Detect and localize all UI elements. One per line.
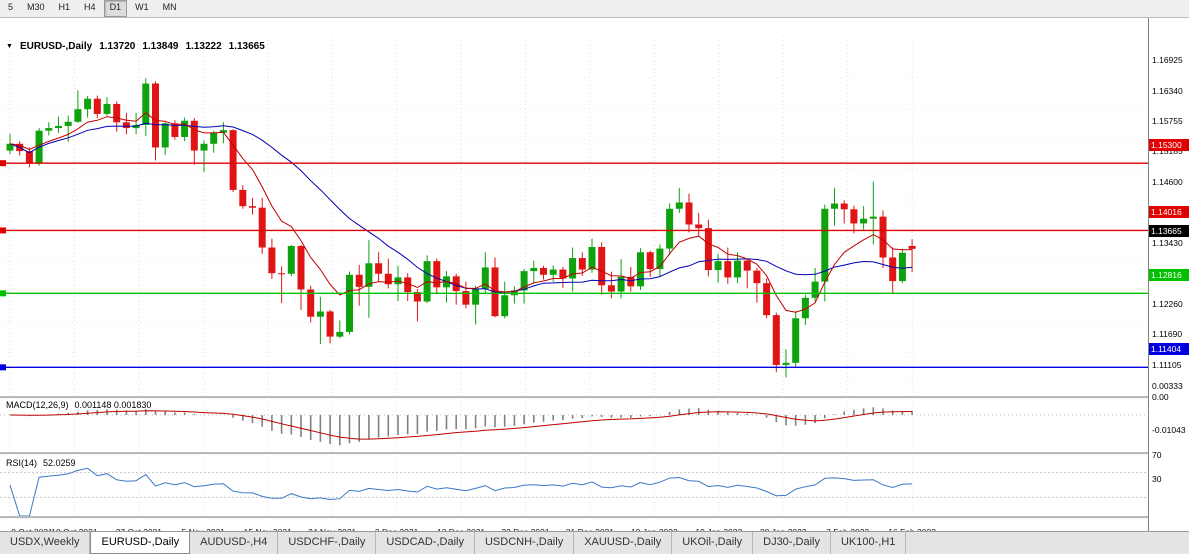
chart-plot-region: ▼ EURUSD-,Daily 1.13720 1.13849 1.13222 …: [0, 18, 1148, 549]
ma-fast-red: [9, 112, 913, 313]
tab-dj30-daily[interactable]: DJ30-,Daily: [753, 532, 831, 554]
ma-slow-blue: [9, 122, 913, 293]
price-axis-tick: 1.15185: [1152, 146, 1183, 157]
macd-axis-tick: 0.00333: [1152, 381, 1183, 392]
current-price-marker: 1.13665: [1149, 224, 1189, 237]
price-marker-1.11404: 1.11404: [1149, 343, 1189, 356]
chart-dropdown-icon[interactable]: ▼: [6, 42, 13, 50]
chart-tab-bar: USDX,Weekly EURUSD-,Daily AUDUSD-,H4 USDCHF…: [0, 531, 1189, 554]
price-marker-1.14016: 1.14016: [1149, 206, 1189, 219]
macd-panel-splitter[interactable]: [0, 396, 1148, 399]
price-axis-tick: 1.12260: [1152, 299, 1183, 310]
grid-horizontal: [0, 77, 1148, 384]
ohlc-close: 1.13665: [228, 41, 265, 52]
ohlc-low: 1.13222: [185, 41, 222, 52]
tab-usdcnh-daily[interactable]: USDCNH-,Daily: [475, 532, 575, 554]
hline-left-marker: [0, 290, 6, 297]
macd-panel-canvas[interactable]: [0, 398, 1148, 452]
rsi-axis-tick: 70: [1152, 449, 1162, 460]
timeframe-toolbar: 5 M30 H1 H4 D1 W1 MN: [0, 0, 1189, 18]
macd-name: MACD(12,26,9): [6, 400, 69, 410]
timeframe-button-h1[interactable]: H1: [58, 2, 71, 12]
macd-axis-tick: -0.01043: [1152, 425, 1186, 435]
timeframe-button-5[interactable]: 5: [8, 2, 14, 12]
rsi-name: RSI(14): [6, 458, 38, 468]
rsi-grid: [9, 454, 913, 516]
chart-header: ▼ EURUSD-,Daily 1.13720 1.13849 1.13222 …: [6, 41, 265, 52]
timeframe-button-mn[interactable]: MN: [162, 2, 177, 12]
hline-left-marker: [0, 364, 6, 371]
price-axis[interactable]: 1.16925 1.16340 1.15755 1.15185 1.14600 1.134…: [1148, 18, 1189, 531]
rsi-line: [9, 467, 913, 516]
date-axis-splitter: [0, 516, 1148, 519]
candles[interactable]: [6, 78, 916, 378]
macd-panel-label: MACD(12,26,9) 0.001148 0.001830: [6, 400, 151, 410]
macd-current-values: 0.001148 0.001830: [74, 400, 152, 410]
price-axis-tick: 1.14600: [1152, 176, 1183, 187]
macd-signal-line: [9, 410, 913, 440]
hline-left-marker: [0, 227, 6, 234]
ohlc-high: 1.13849: [142, 41, 179, 52]
price-axis-tick: 1.15755: [1152, 116, 1183, 127]
macd-axis-tick: 0.00: [1152, 392, 1169, 402]
price-marker-1.12816: 1.12816: [1149, 269, 1189, 282]
timeframe-button-m30[interactable]: M30: [27, 2, 45, 12]
price-axis-tick: 1.16925: [1152, 55, 1183, 66]
ohlc-open: 1.13720: [99, 41, 136, 52]
tab-usdx-weekly[interactable]: USDX,Weekly: [0, 532, 91, 554]
tab-uk100-h1[interactable]: UK100-,H1: [831, 532, 907, 554]
rsi-current-value: 52.0259: [43, 458, 76, 468]
rsi-panel-canvas[interactable]: [0, 454, 1148, 516]
grid-vertical: [9, 36, 913, 396]
rsi-panel-splitter[interactable]: [0, 452, 1148, 455]
tab-eurusd-daily[interactable]: EURUSD-,Daily: [90, 532, 191, 554]
tab-usdchf-daily[interactable]: USDCHF-,Daily: [278, 532, 377, 554]
timeframe-button-w1[interactable]: W1: [135, 2, 149, 12]
tab-ukoil-daily[interactable]: UKOil-,Daily: [672, 532, 754, 554]
macd-grid: [9, 398, 913, 452]
price-axis-tick: 1.16340: [1152, 85, 1183, 96]
tab-usdcad-daily[interactable]: USDCAD-,Daily: [376, 532, 475, 554]
timeframe-button-h4[interactable]: H4: [84, 2, 96, 12]
tab-audusd-h4[interactable]: AUDUSD-,H4: [190, 532, 279, 554]
rsi-axis-tick: 30: [1152, 474, 1162, 485]
price-axis-tick: 1.13430: [1152, 238, 1183, 249]
rsi-panel-label: RSI(14) 52.0259: [6, 458, 76, 468]
chart-symbol-label: EURUSD-,Daily: [19, 41, 93, 52]
price-axis-tick: 1.11690: [1152, 329, 1183, 340]
timeframe-button-d1[interactable]: D1: [103, 0, 128, 17]
tab-xauusd-daily[interactable]: XAUUSD-,Daily: [574, 532, 673, 554]
price-axis-tick: 1.11105: [1152, 359, 1182, 370]
price-chart-canvas[interactable]: [0, 36, 1148, 396]
hline-left-marker: [0, 160, 6, 167]
price-marker-1.15300: 1.15300: [1149, 139, 1189, 152]
macd-histogram: [18, 407, 913, 446]
